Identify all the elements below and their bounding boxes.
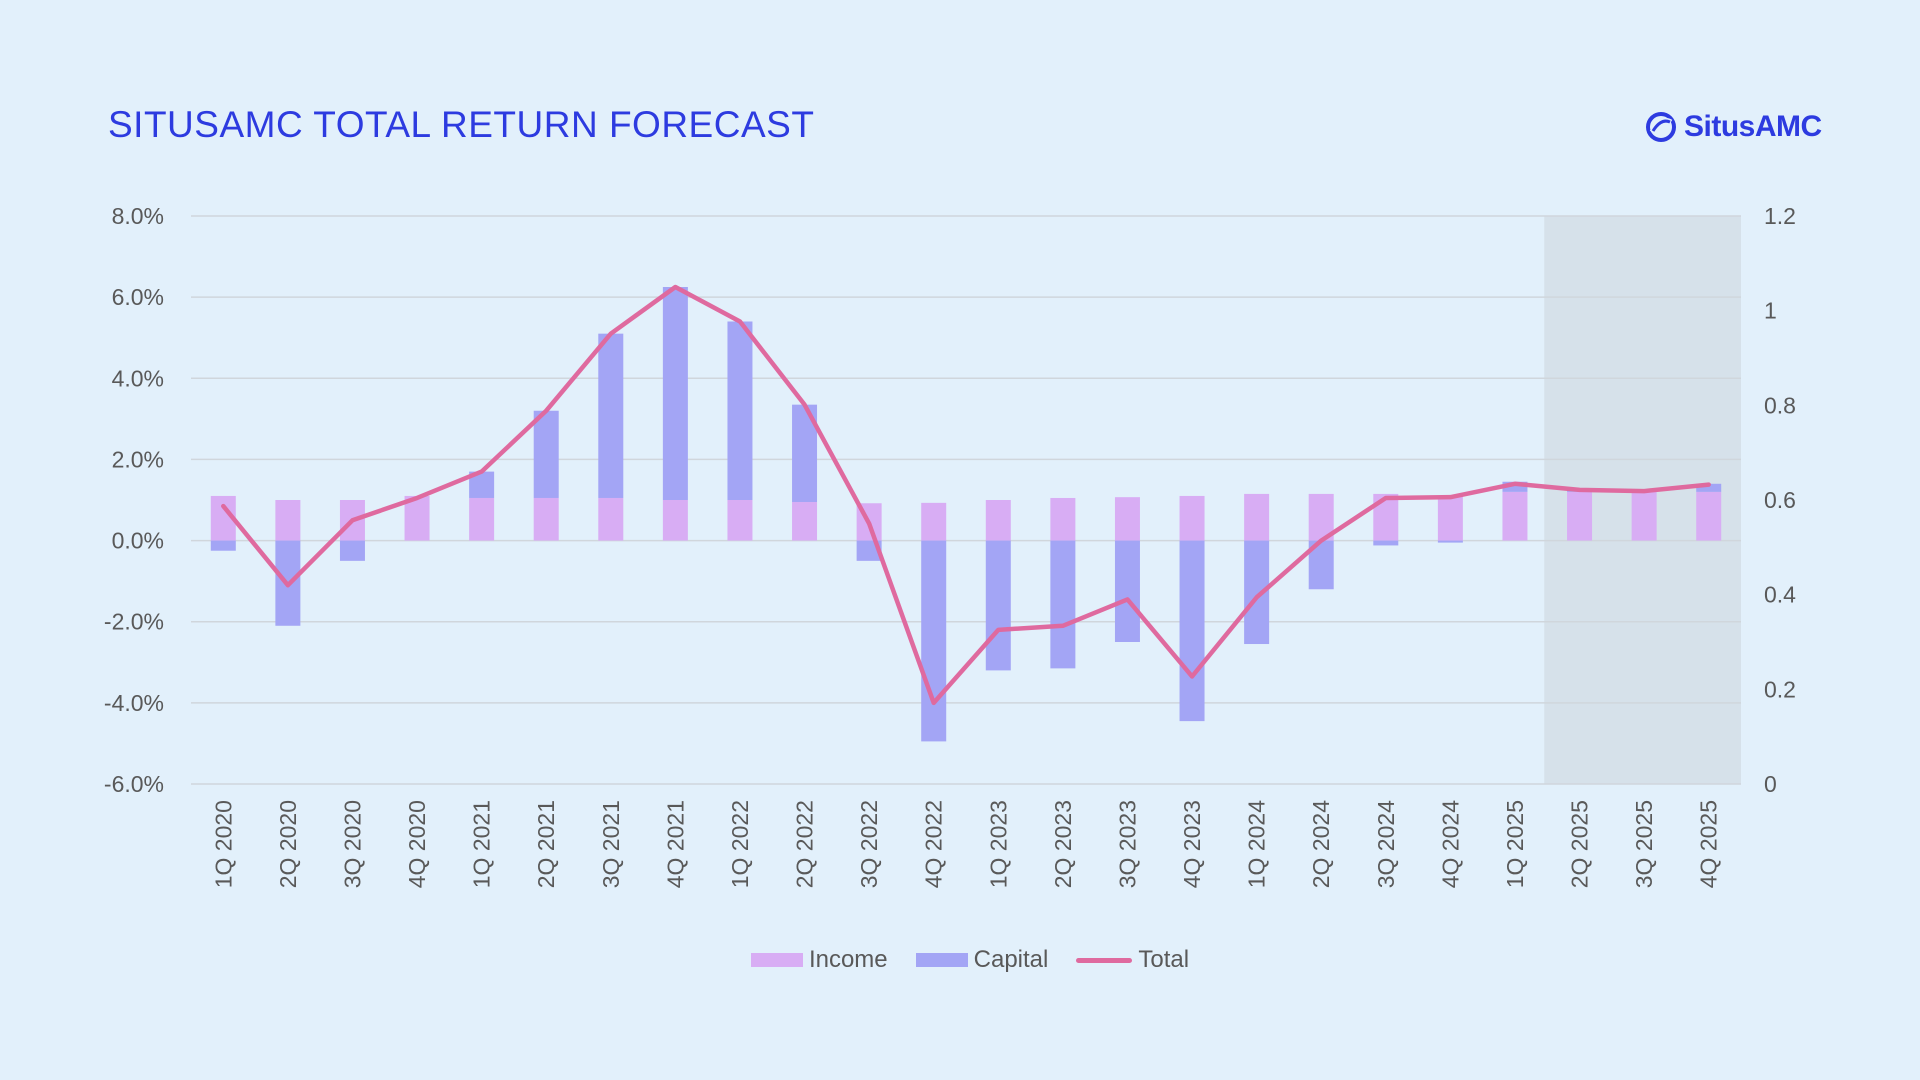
- income-bar: [1502, 491, 1528, 541]
- capital-bar: [1373, 540, 1399, 546]
- gridlines: [191, 215, 1741, 785]
- capital-bar: [921, 540, 947, 742]
- total-line-layer: [221, 284, 1711, 706]
- x-tick-label: 4Q 2024: [1437, 800, 1463, 888]
- income-bar: [275, 500, 301, 541]
- x-tick-label: 4Q 2022: [921, 800, 947, 888]
- x-tick-label: 1Q 2025: [1502, 800, 1528, 888]
- capital-bar: [1696, 483, 1722, 492]
- income-bar: [598, 497, 624, 541]
- capital-bar: [985, 540, 1011, 671]
- y-right-tick-label: 0.8: [1764, 392, 1796, 418]
- income-bar: [662, 500, 688, 541]
- income-bar: [1567, 491, 1593, 541]
- y-right-tick-label: 1.2: [1764, 203, 1796, 229]
- y-right-tick-label: 0.4: [1764, 582, 1796, 608]
- income-bar: [792, 502, 818, 541]
- income-bar: [533, 497, 559, 541]
- y-left-tick-label: -2.0%: [104, 609, 164, 635]
- income-bar: [1114, 497, 1140, 541]
- x-tick-label: 2Q 2023: [1050, 800, 1076, 888]
- axis-labels: -6.0% -4.0% -2.0% 0.0% 2.0% 4.0% 6.0% 8.0% 0 0.2 0…: [104, 203, 1796, 888]
- capital-bar: [1114, 540, 1140, 642]
- logo-text: SitusAMC: [1684, 110, 1822, 143]
- x-tick-label: 3Q 2020: [339, 800, 365, 888]
- income-bar: [1244, 493, 1270, 541]
- x-tick-label: 2Q 2021: [533, 800, 559, 888]
- x-tick-label: 2Q 2025: [1567, 800, 1593, 888]
- income-bar: [921, 502, 947, 541]
- x-tick-label: 4Q 2025: [1696, 800, 1722, 888]
- income-bar: [404, 495, 430, 541]
- y-left-tick-label: -4.0%: [104, 690, 164, 716]
- chart-title: SITUSAMC TOTAL RETURN FORECAST: [108, 104, 815, 145]
- y-right-tick-label: 0.6: [1764, 487, 1796, 513]
- y-left-tick-label: 0.0%: [112, 528, 164, 554]
- legend-item-income: Income: [750, 946, 888, 974]
- y-left-tick-label: -6.0%: [104, 771, 164, 797]
- y-right-tick-label: 1: [1764, 298, 1777, 324]
- legend-item-capital: Capital: [915, 946, 1049, 974]
- y-left-tick-label: 8.0%: [112, 203, 164, 229]
- income-bar: [985, 500, 1011, 541]
- x-tick-label: 2Q 2024: [1308, 800, 1334, 888]
- legend-label-capital: Capital: [973, 946, 1049, 973]
- income-bar: [727, 500, 753, 541]
- legend-swatch-total: [1076, 957, 1133, 963]
- y-left-tick-label: 2.0%: [112, 446, 164, 472]
- legend-label-total: Total: [1138, 946, 1190, 973]
- x-tick-label: 3Q 2025: [1631, 800, 1657, 888]
- capital-bar: [1502, 481, 1528, 492]
- x-tick-label: 1Q 2021: [469, 800, 495, 888]
- capital-bar: [727, 321, 753, 500]
- income-bar: [469, 497, 495, 541]
- x-tick-label: 3Q 2022: [856, 800, 882, 888]
- x-tick-label: 2Q 2022: [792, 800, 818, 888]
- x-tick-label: 1Q 2022: [727, 800, 753, 888]
- legend: Income Capital Total: [0, 946, 1920, 974]
- x-tick-label: 4Q 2021: [662, 800, 688, 888]
- y-right-tick-label: 0.2: [1764, 676, 1796, 702]
- income-bar: [1437, 495, 1463, 541]
- capital-bar: [662, 287, 688, 500]
- x-tick-label: 1Q 2020: [210, 800, 236, 888]
- x-tick-label: 2Q 2020: [275, 800, 301, 888]
- legend-swatch-income: [750, 953, 803, 967]
- capital-bar: [1437, 540, 1463, 543]
- total-line: [221, 284, 1711, 706]
- capital-bar: [1050, 540, 1076, 669]
- y-right-tick-label: 0: [1764, 771, 1777, 797]
- income-bar: [1179, 495, 1205, 541]
- x-tick-label: 4Q 2023: [1179, 800, 1205, 888]
- situsamc-logo-icon: [1646, 112, 1676, 142]
- income-bar: [1373, 493, 1399, 541]
- capital-bar: [210, 540, 236, 551]
- income-bar: [1696, 491, 1722, 541]
- capital-bar: [339, 540, 365, 561]
- capital-bar: [1179, 540, 1205, 722]
- x-tick-label: 3Q 2024: [1373, 800, 1399, 888]
- x-tick-label: 1Q 2023: [985, 800, 1011, 888]
- x-tick-label: 3Q 2023: [1114, 800, 1140, 888]
- x-tick-label: 3Q 2021: [598, 800, 624, 888]
- capital-bar: [598, 333, 624, 498]
- x-tick-label: 1Q 2024: [1244, 800, 1270, 888]
- y-left-tick-label: 4.0%: [112, 365, 164, 391]
- situsamc-logo: SitusAMC: [1644, 110, 1822, 144]
- legend-swatch-capital: [915, 953, 968, 967]
- capital-bar: [533, 410, 559, 498]
- legend-label-income: Income: [808, 946, 888, 973]
- bars: [210, 287, 1722, 742]
- legend-item-total: Total: [1076, 946, 1189, 974]
- x-tick-label: 4Q 2020: [404, 800, 430, 888]
- income-bar: [1050, 497, 1076, 541]
- y-left-tick-label: 6.0%: [112, 284, 164, 310]
- income-bar: [1631, 491, 1657, 541]
